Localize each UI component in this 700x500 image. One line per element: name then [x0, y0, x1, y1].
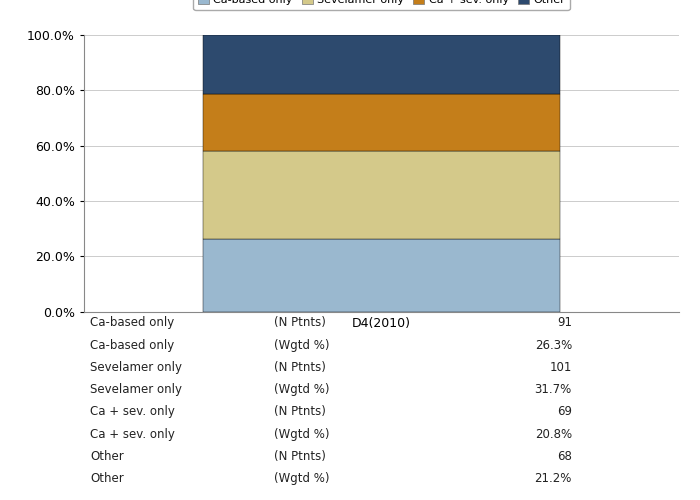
Text: 31.7%: 31.7%	[535, 383, 572, 396]
Text: 20.8%: 20.8%	[535, 428, 572, 440]
Text: (Wgtd %): (Wgtd %)	[274, 472, 330, 486]
Text: (N Ptnts): (N Ptnts)	[274, 450, 326, 463]
Bar	[203, 151, 560, 239]
Text: 69: 69	[557, 406, 572, 418]
Text: 101: 101	[550, 361, 572, 374]
Text: Sevelamer only: Sevelamer only	[90, 383, 182, 396]
Text: Ca + sev. only: Ca + sev. only	[90, 406, 175, 418]
Bar	[203, 94, 560, 151]
Text: (Wgtd %): (Wgtd %)	[274, 383, 330, 396]
Text: Ca-based only: Ca-based only	[90, 338, 174, 351]
Text: Sevelamer only: Sevelamer only	[90, 361, 182, 374]
Text: Ca-based only: Ca-based only	[90, 316, 174, 329]
Text: (N Ptnts): (N Ptnts)	[274, 406, 326, 418]
Text: 21.2%: 21.2%	[535, 472, 572, 486]
Text: Other: Other	[90, 450, 124, 463]
Text: (Wgtd %): (Wgtd %)	[274, 428, 330, 440]
Text: (N Ptnts): (N Ptnts)	[274, 316, 326, 329]
Text: 68: 68	[557, 450, 572, 463]
Bar	[203, 239, 560, 312]
Text: 26.3%: 26.3%	[535, 338, 572, 351]
Text: 91: 91	[557, 316, 572, 329]
Bar	[203, 35, 560, 94]
Text: (N Ptnts): (N Ptnts)	[274, 361, 326, 374]
Legend: Ca-based only, Sevelamer only, Ca + sev. only, Other: Ca-based only, Sevelamer only, Ca + sev.…	[193, 0, 570, 10]
Text: Other: Other	[90, 472, 124, 486]
Text: (Wgtd %): (Wgtd %)	[274, 338, 330, 351]
Text: Ca + sev. only: Ca + sev. only	[90, 428, 175, 440]
